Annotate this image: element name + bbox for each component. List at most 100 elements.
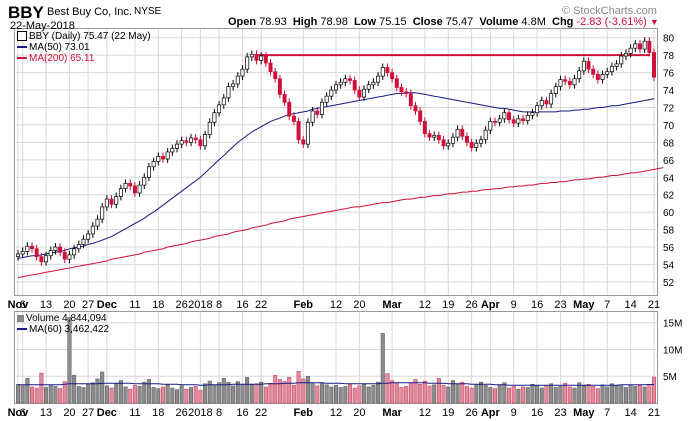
volume-bar [287,377,292,404]
candle-body [385,67,390,73]
candle-body [553,86,558,94]
date-tick-label: Nov [8,407,30,419]
ma50-line [17,92,655,259]
date-tick-label: Mar [382,299,402,311]
volume-ma-legend: MA(60) 3,462,422 [17,324,109,335]
volume-bar [151,387,156,404]
candle-body [502,112,507,120]
date-tick-label: May [573,407,595,419]
price-tick-label: 66 [663,156,675,167]
volume-bar [623,387,628,404]
volume-bar [104,385,109,404]
volume-bar [483,385,488,404]
volume-bar [207,380,212,404]
axis-labels: 5254565860626466687072747678805M10M15MNo… [8,34,683,419]
volume-bar [226,381,231,404]
volume-bar [605,386,610,404]
date-tick-label: 12 [419,407,431,419]
candle-body [408,93,413,107]
close-label: Close [412,16,443,28]
candle-body [203,134,208,147]
candle-body [605,71,610,75]
volume-bar [315,385,320,404]
volume-bar [441,385,446,404]
volume-bar [567,386,572,404]
candle-body [334,84,338,91]
exchange-label: NYSE [134,6,162,17]
date-tick-label: 9 [511,299,517,311]
candle-body [310,110,315,123]
candle-body [352,80,357,91]
candle-body [380,67,385,77]
candle-body [207,121,212,135]
low-value: 75.15 [379,16,407,28]
date-tick-label: Apr [481,299,501,311]
volume-bar [642,386,647,404]
volume-bar [72,374,77,404]
candle-body [329,89,334,97]
date-tick-label: 26 [176,407,188,419]
volume-bar [502,382,507,404]
date-tick-label: 6 [20,407,26,419]
candle-body [160,155,165,160]
candle-body [432,135,437,138]
volume-bar [231,385,236,404]
candle-body [95,218,100,227]
candle-body [427,133,432,138]
candle-body [609,66,614,73]
date-tick-label: 20 [353,299,365,311]
date-tick-label: 16 [236,299,248,311]
volume-bar [549,383,554,404]
date-tick-label: Apr [481,407,501,419]
volume-bar [651,376,657,404]
price-tick-label: 54 [663,260,675,271]
candle-body [118,188,123,197]
date-tick-label: Feb [293,299,313,311]
volume-bar [324,384,329,404]
volume-ma-legend-label: MA(60) 3,462,422 [29,324,110,335]
volume-bar [240,384,245,404]
candle-body [16,253,20,257]
date-tick-label: Dec [97,407,117,419]
quote-bar: Open 78.93 High 78.98 Low 75.15 Close 75… [228,16,659,28]
volume-bar [539,387,544,404]
volume-bar [408,382,413,404]
candle-body [25,245,30,252]
candle-body [39,256,44,263]
candle-body [521,118,526,121]
volume-bar [516,388,521,404]
candle-body [436,135,441,141]
candle-body [170,148,175,153]
candle-body [226,86,231,99]
date-tick-label: Dec [97,299,117,311]
volume-swatch-icon [17,314,24,322]
volume-bar [535,385,540,404]
volume-bar [404,386,409,404]
volume-bar [647,384,652,404]
volume-bar [525,387,530,404]
volume-bar [86,384,91,404]
volume-bar [478,381,483,404]
candle-body [544,100,549,105]
ticker-symbol: BBY [8,3,44,22]
date-tick-label: 14 [624,407,636,419]
candle-body [469,142,474,148]
candle-body [460,128,465,137]
volume-bar [619,385,624,404]
date-tick-label: 16 [531,299,543,311]
candle-body [48,250,53,257]
candle-legend-icon [17,31,27,42]
ma50-swatch-icon [17,46,27,49]
candle-body [516,118,521,124]
candle-body [577,70,582,80]
date-tick-label: May [573,299,595,311]
volume-tick-label: 10M [663,345,682,356]
candle-body [81,238,86,245]
candle-body [184,140,189,143]
candle-body [268,62,273,73]
volume-bar [221,378,226,404]
volume-bar [310,383,315,404]
volume-bar [142,381,147,404]
candle-body [441,139,446,147]
